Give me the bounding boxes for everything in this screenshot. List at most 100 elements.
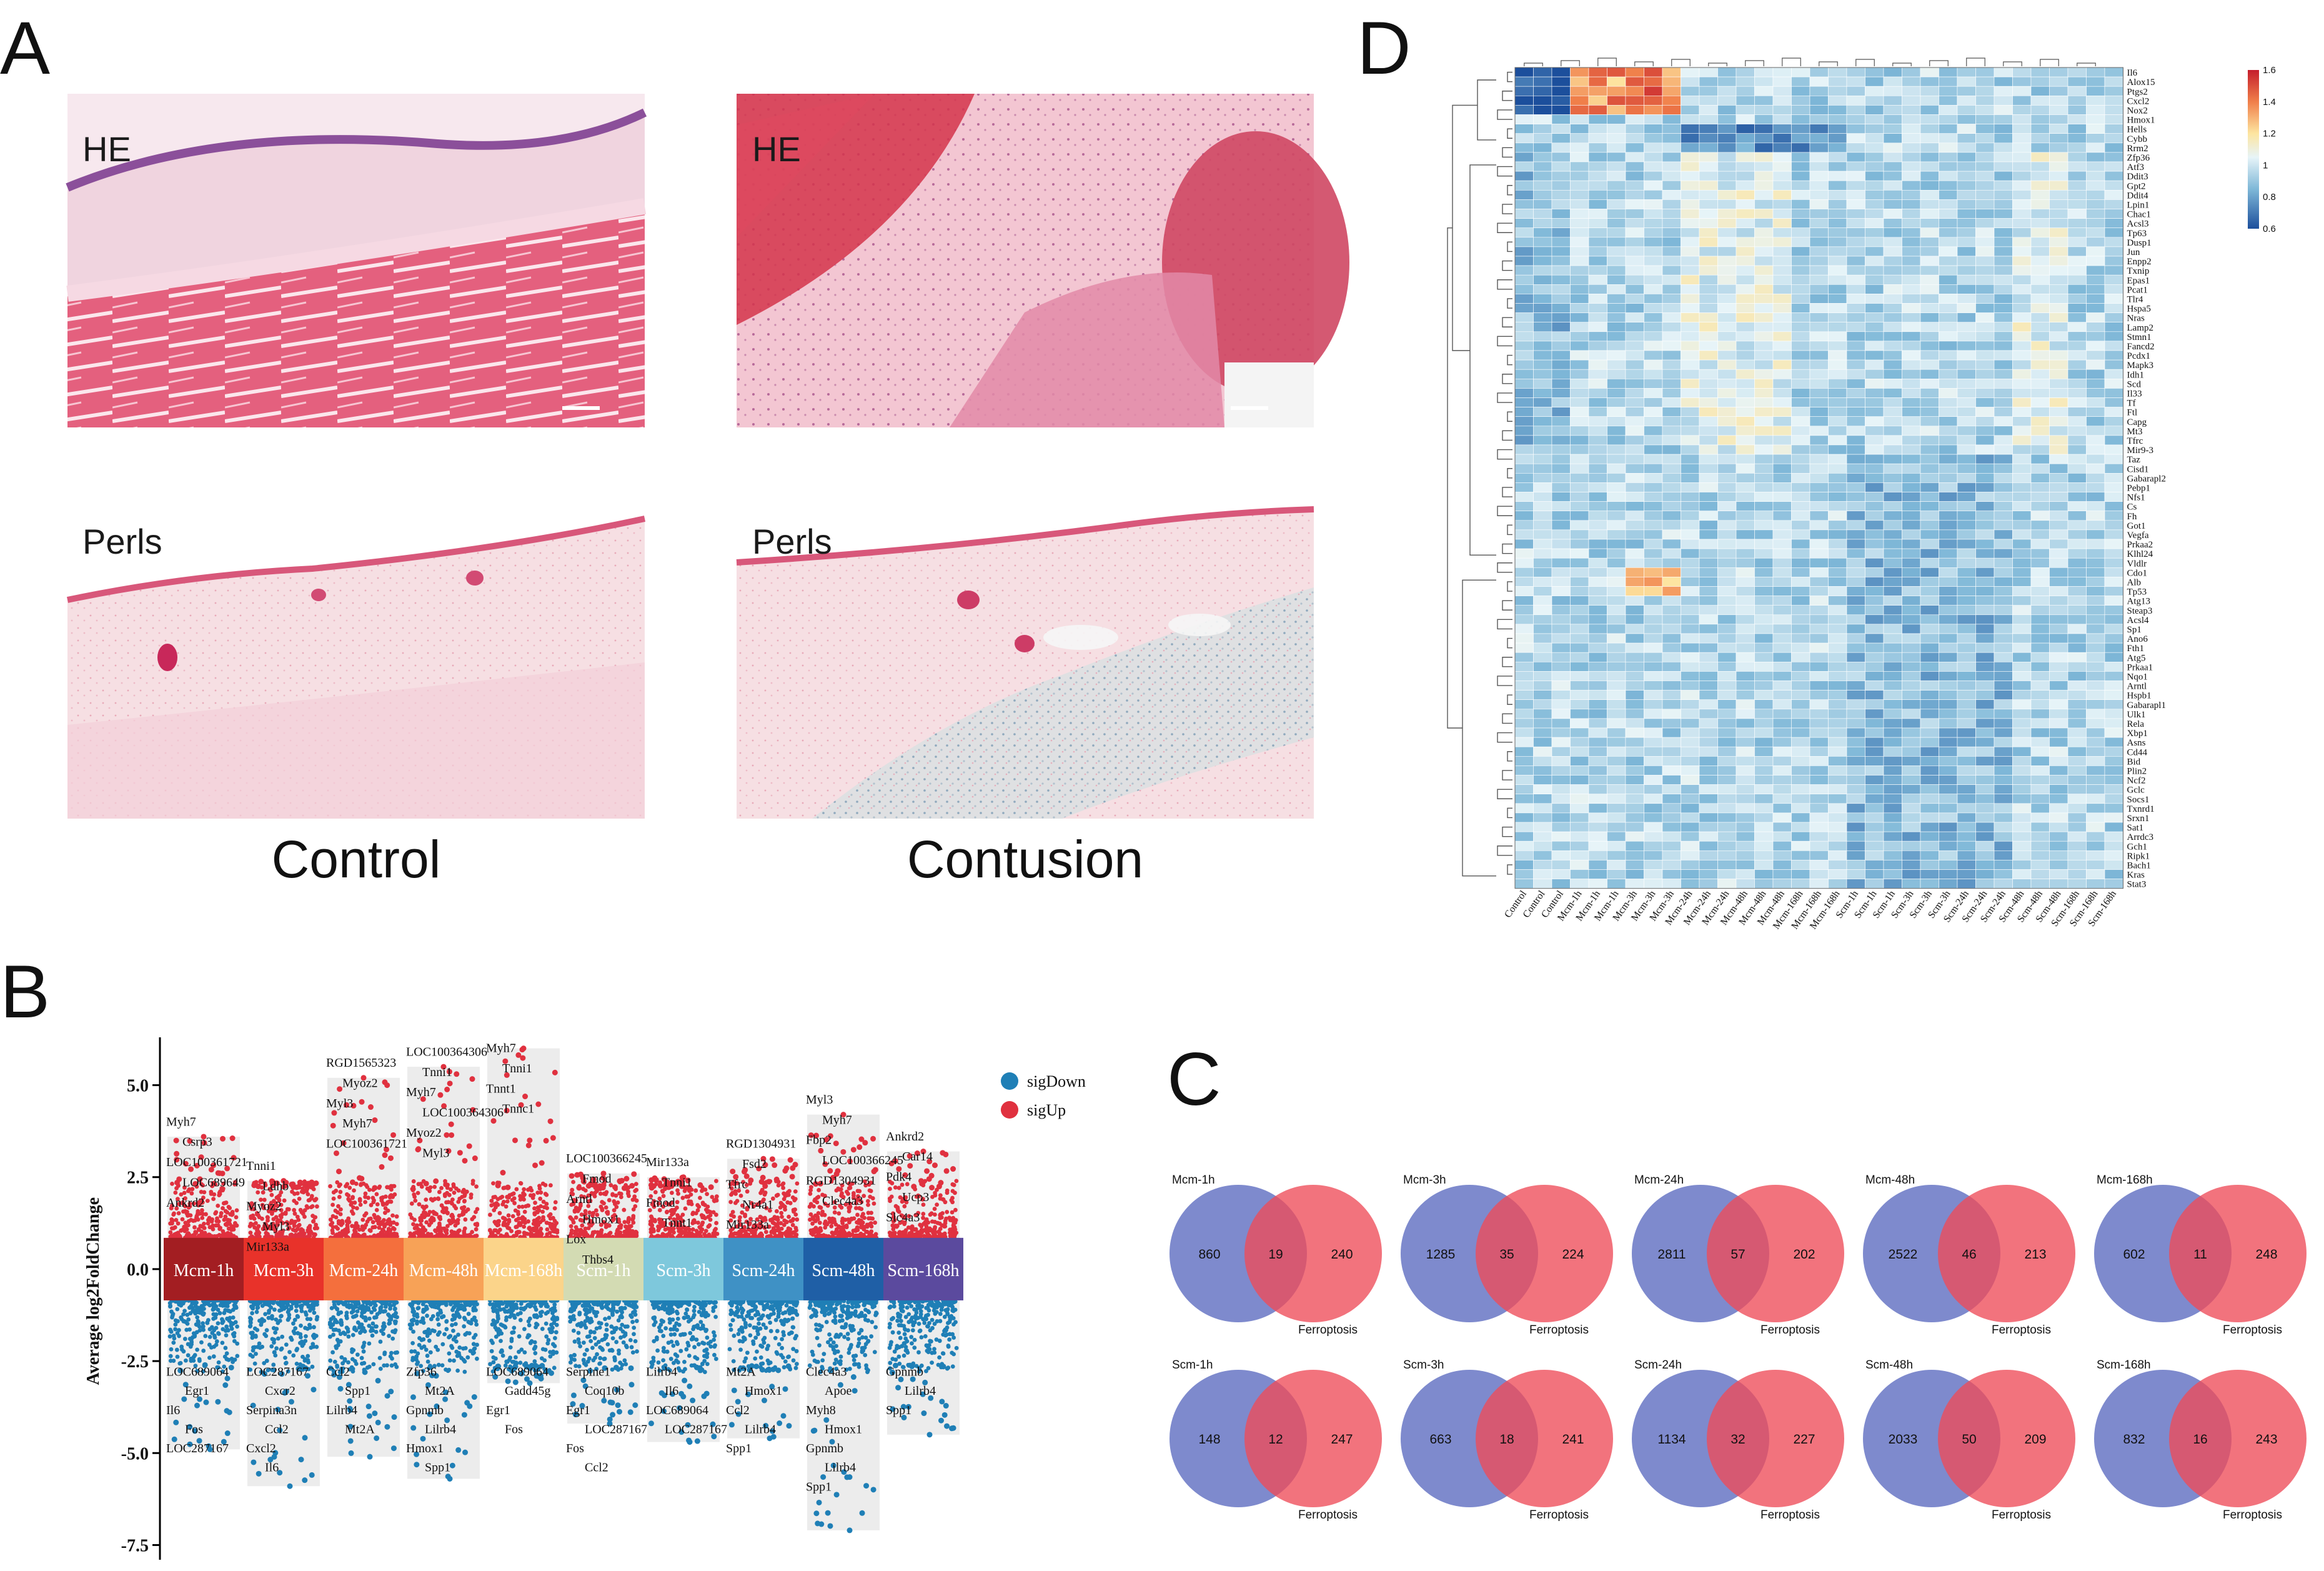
down-point (367, 1341, 372, 1346)
down-point (731, 1359, 736, 1364)
down-point (747, 1323, 752, 1328)
up-point (344, 1219, 349, 1224)
down-point (682, 1377, 688, 1384)
up-point (311, 1232, 316, 1237)
up-point-max (360, 1075, 367, 1081)
up-point (793, 1189, 798, 1194)
histology-he-control: HE (66, 94, 647, 427)
up-point (388, 1222, 393, 1227)
down-point (625, 1324, 630, 1329)
up-point (301, 1190, 306, 1195)
down-point (785, 1300, 790, 1304)
down-point (216, 1321, 221, 1326)
down-point (181, 1396, 187, 1402)
down-point (374, 1315, 379, 1320)
down-point (386, 1312, 390, 1317)
up-point (618, 1233, 623, 1237)
down-point (587, 1309, 592, 1314)
up-point (305, 1228, 310, 1233)
down-point (527, 1304, 532, 1309)
down-point (294, 1348, 299, 1352)
down-point (359, 1314, 364, 1319)
down-point (274, 1317, 279, 1322)
down-point (597, 1320, 602, 1325)
down-point (604, 1322, 609, 1327)
up-point (279, 1202, 284, 1207)
up-point (426, 1234, 431, 1239)
up-point (201, 1183, 205, 1188)
down-point (845, 1309, 850, 1314)
up-point (174, 1150, 180, 1157)
down-point (267, 1300, 272, 1305)
down-point (787, 1354, 792, 1359)
down-point (390, 1445, 397, 1452)
down-point (831, 1340, 836, 1345)
up-point (838, 1187, 843, 1192)
down-point (767, 1361, 771, 1366)
up-point (208, 1167, 214, 1173)
down-point (428, 1364, 432, 1369)
up-point (279, 1208, 284, 1212)
up-point-max (281, 1178, 287, 1184)
down-point (170, 1315, 174, 1320)
up-point (545, 1220, 550, 1225)
up-point (200, 1215, 205, 1220)
up-point (449, 1214, 454, 1218)
down-point (275, 1300, 280, 1305)
up-point (266, 1218, 270, 1223)
up-point (338, 1182, 342, 1187)
down-point (474, 1322, 479, 1327)
down-point (223, 1308, 228, 1312)
down-point (217, 1311, 222, 1315)
down-point (765, 1305, 770, 1310)
up-point (520, 1055, 526, 1061)
down-point (660, 1304, 665, 1309)
up-point (201, 1212, 206, 1217)
up-point (454, 1071, 460, 1077)
down-point (795, 1312, 800, 1317)
down-point (345, 1382, 352, 1388)
up-point (354, 1221, 359, 1225)
down-point (652, 1322, 657, 1327)
down-point (187, 1305, 192, 1310)
down-point (279, 1346, 284, 1351)
down-point (197, 1328, 202, 1333)
down-point (462, 1307, 467, 1312)
up-point (182, 1190, 187, 1195)
up-point (336, 1169, 342, 1175)
down-point (603, 1317, 607, 1322)
up-point (420, 1096, 426, 1102)
up-point (273, 1229, 278, 1234)
down-point (339, 1310, 344, 1315)
up-point (612, 1208, 617, 1213)
down-point (862, 1314, 867, 1319)
up-point (196, 1209, 201, 1214)
up-point (445, 1182, 450, 1187)
down-point (389, 1350, 394, 1355)
down-point (203, 1399, 209, 1405)
down-point (462, 1304, 467, 1309)
up-point (444, 1200, 449, 1205)
up-point (232, 1182, 237, 1187)
down-point (499, 1339, 503, 1344)
down-point (522, 1350, 527, 1355)
up-point (456, 1188, 461, 1193)
down-point (489, 1339, 494, 1343)
up-point (432, 1197, 437, 1202)
down-point (274, 1327, 279, 1331)
up-point (714, 1194, 719, 1199)
up-point (282, 1198, 287, 1203)
down-point (299, 1324, 303, 1328)
down-point (250, 1402, 256, 1409)
up-point (463, 1234, 467, 1239)
up-point (330, 1214, 335, 1219)
up-point (339, 1207, 343, 1212)
up-point (187, 1201, 192, 1206)
up-point (535, 1101, 542, 1107)
up-point (260, 1216, 264, 1221)
up-point (388, 1185, 393, 1190)
down-point (667, 1320, 672, 1325)
down-point (389, 1363, 394, 1368)
down-point (519, 1301, 524, 1306)
down-point (451, 1337, 456, 1342)
